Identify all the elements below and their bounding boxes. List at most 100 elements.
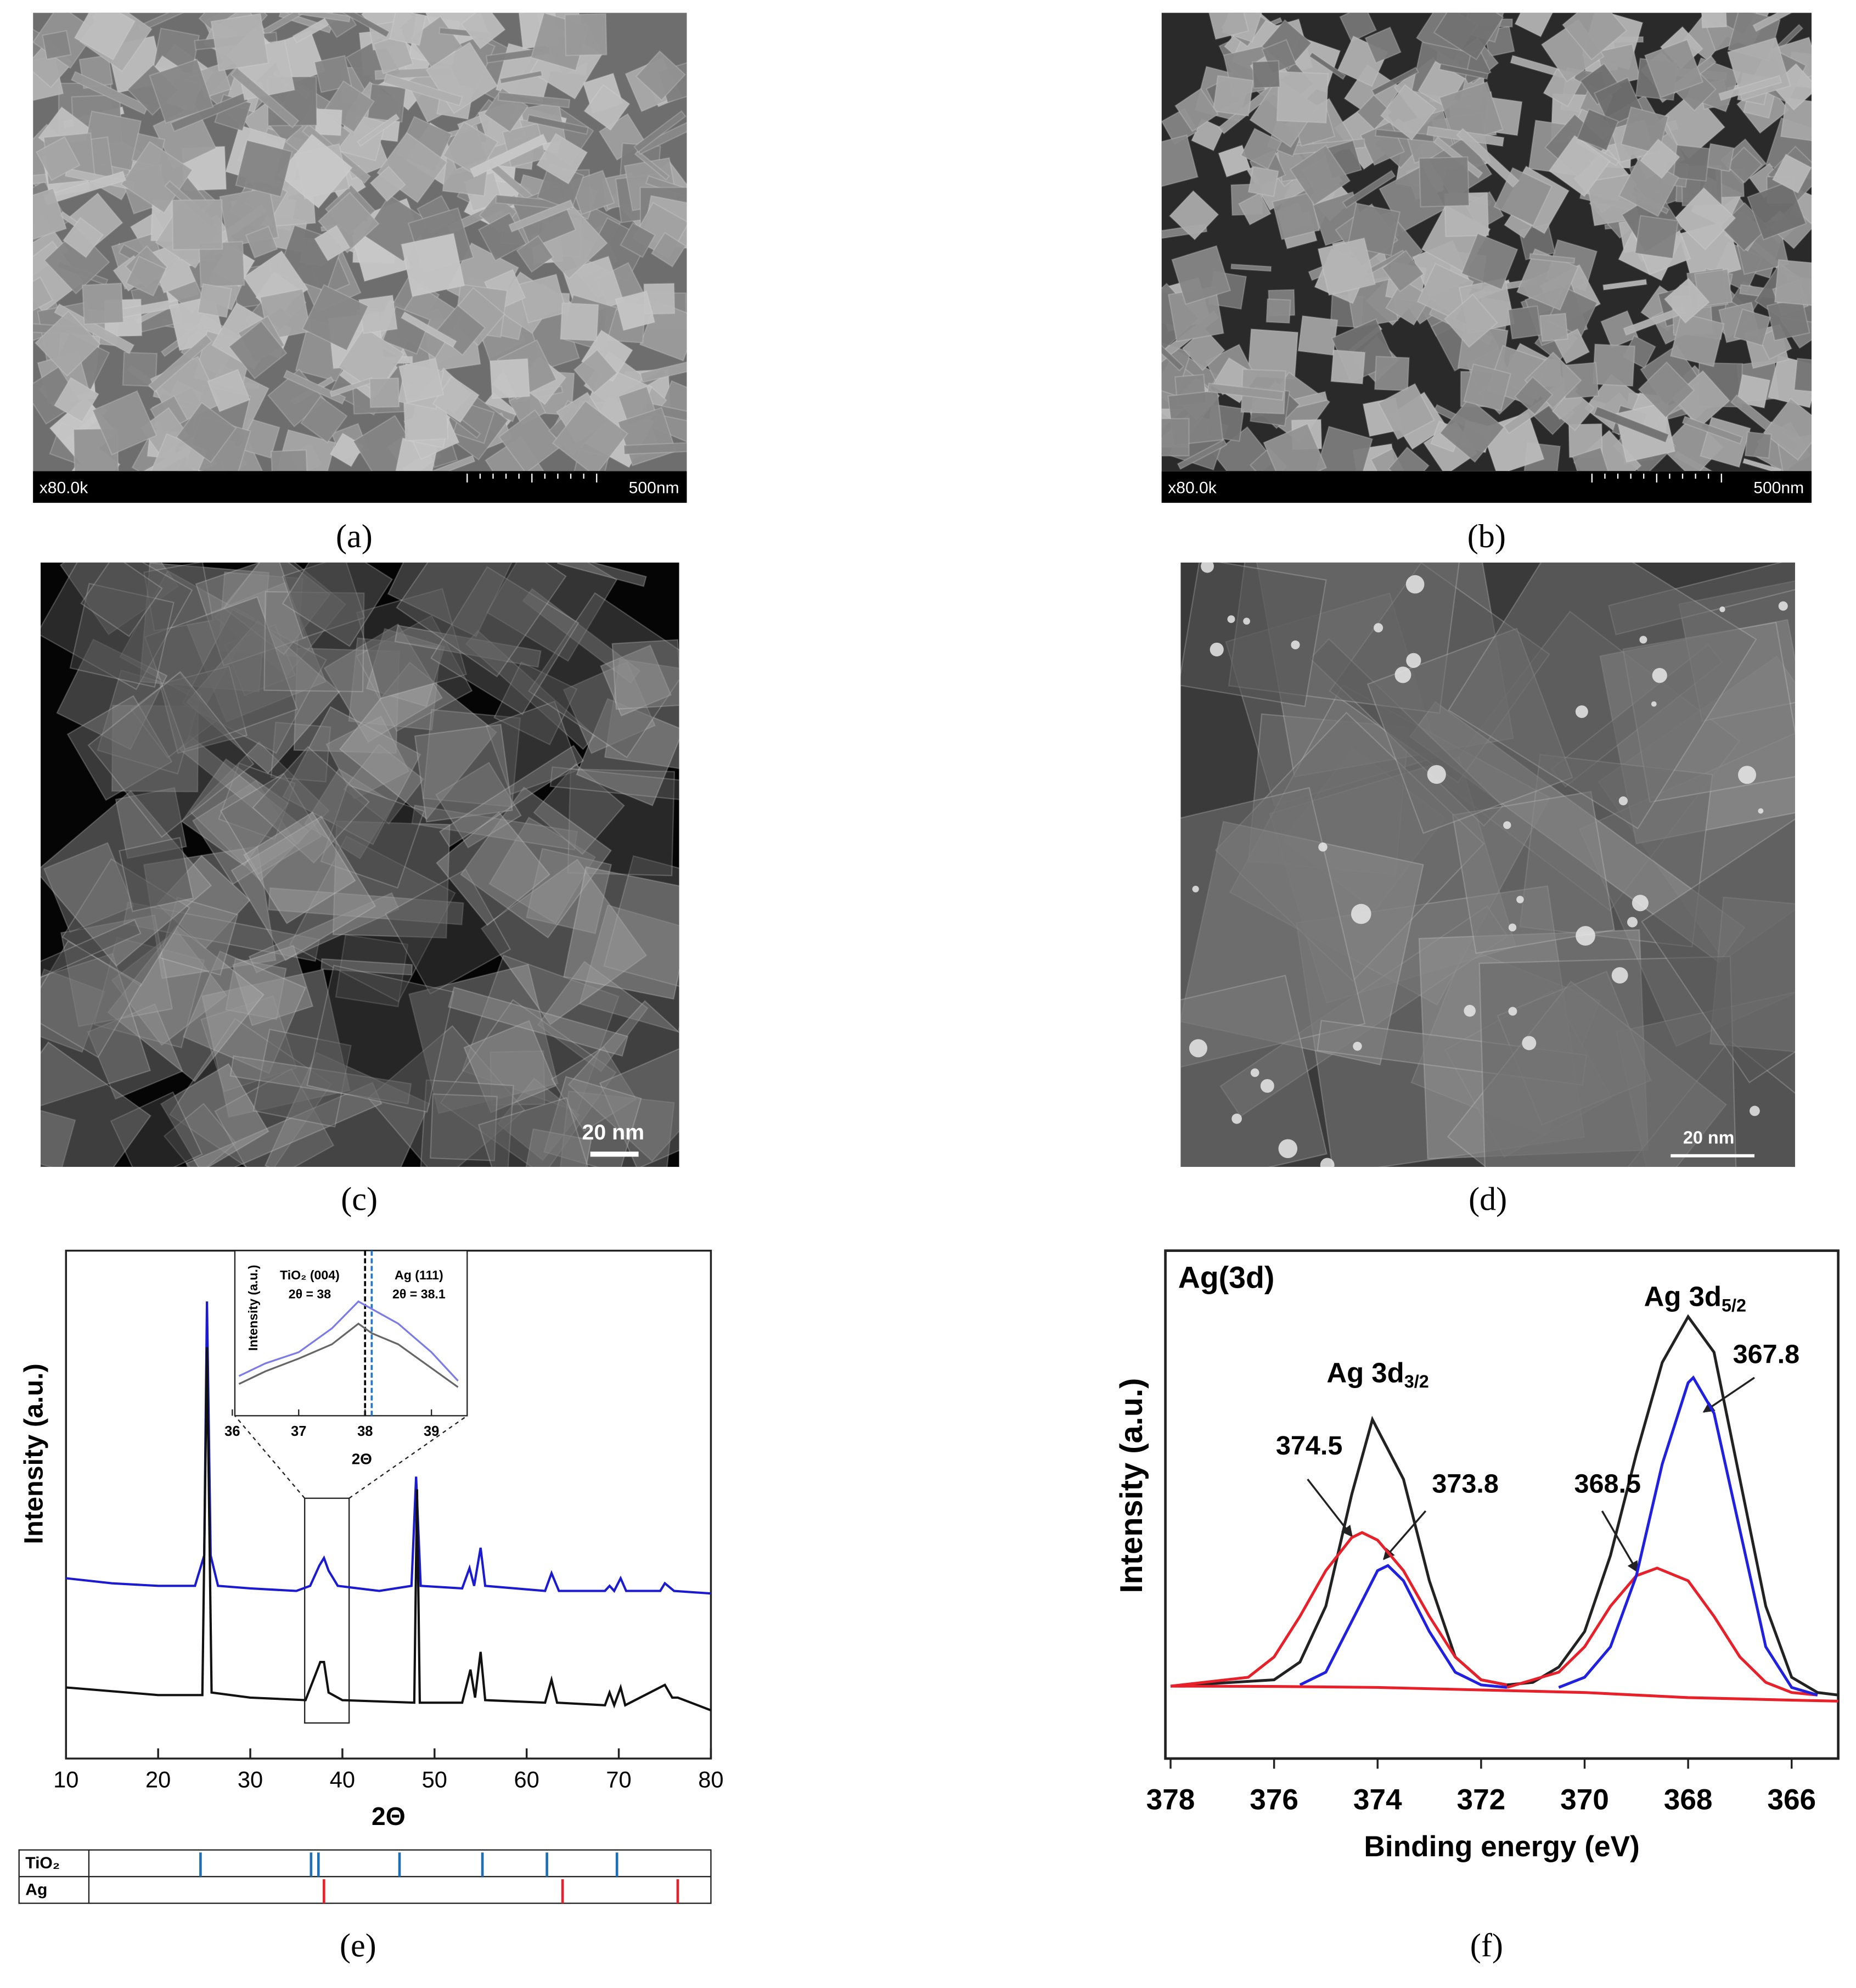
particle: [543, 1076, 642, 1167]
particle: [1161, 418, 1190, 457]
particle: [447, 986, 629, 1057]
particle: [93, 936, 205, 1048]
particle: [56, 638, 168, 750]
particle: [1380, 83, 1437, 141]
nanoparticle: [1291, 640, 1300, 649]
particle: [34, 310, 102, 377]
particle: [462, 954, 620, 1113]
nanoparticle: [1189, 1039, 1207, 1058]
particle: [252, 1029, 352, 1128]
scale-ticks: [466, 473, 1722, 483]
particle: [74, 13, 136, 61]
nanoparticle: [1427, 765, 1446, 784]
particle: [1593, 406, 1670, 443]
x-tick-label: 376: [1250, 1784, 1298, 1816]
particle: [1330, 349, 1366, 385]
particle: [230, 66, 300, 129]
caption: (b): [1467, 518, 1506, 555]
particle: [411, 804, 578, 851]
particle: [488, 816, 597, 924]
particle: [1388, 446, 1430, 471]
particle: [356, 113, 400, 147]
particle: [245, 226, 278, 259]
magnification: x80.0k: [40, 479, 89, 497]
particle: [1639, 138, 1680, 179]
particle: [563, 661, 656, 754]
annotation-subscript: 5/2: [1722, 1295, 1746, 1315]
particle: [1576, 108, 1619, 151]
annotation-text: Ag 3d: [1326, 1357, 1404, 1389]
particle: [218, 762, 296, 840]
micrograph-background: [41, 562, 679, 1167]
particle: [516, 235, 554, 273]
particle: [1742, 458, 1782, 471]
micrographs: [33, 13, 1812, 1167]
particle: [293, 647, 400, 754]
particle: [1561, 13, 1628, 61]
nanoparticle: [1632, 895, 1649, 912]
data-line: [66, 1347, 712, 1711]
particle: [1447, 562, 1757, 830]
nanoparticle: [1738, 766, 1757, 784]
particle: [1356, 94, 1392, 130]
particle: [438, 744, 584, 848]
particle: [1725, 146, 1763, 184]
particle: [1371, 66, 1420, 96]
particle: [263, 591, 365, 693]
particle: [1171, 245, 1231, 305]
particle: [60, 914, 173, 1027]
particle: [394, 625, 542, 668]
particle: [235, 139, 293, 198]
inset-annotation: 2θ = 38.1: [392, 1287, 446, 1301]
nanoparticle: [1374, 623, 1383, 633]
particle: [1638, 361, 1695, 419]
particle: [1161, 330, 1185, 372]
scale-label: 20 nm: [582, 1120, 644, 1144]
nanoparticle: [1320, 1158, 1335, 1167]
caption: (c): [341, 1181, 378, 1218]
particle: [1463, 363, 1511, 412]
particle: [111, 704, 199, 793]
scale-label: 20 nm: [1683, 1128, 1735, 1148]
particle: [110, 1091, 203, 1167]
particle: [372, 33, 414, 75]
particle: [115, 787, 187, 860]
x-tick-label: 370: [1560, 1784, 1609, 1816]
particle: [41, 952, 151, 1109]
nanoparticle: [1522, 1036, 1537, 1051]
chart-title: Ag(3d): [1178, 1260, 1275, 1294]
particle: [1461, 233, 1518, 290]
particle: [314, 108, 343, 136]
particle: [1763, 397, 1812, 461]
particle: [550, 1046, 637, 1132]
particle: [189, 741, 330, 882]
particle: [1529, 252, 1576, 264]
nanoparticle: [1278, 1139, 1298, 1159]
nanoparticle: [1758, 808, 1764, 814]
x-axis-label: 2Θ: [352, 1451, 372, 1468]
particle: [224, 624, 296, 697]
particle: [430, 1093, 498, 1161]
particle: [149, 58, 214, 124]
nanoparticle: [1260, 1079, 1274, 1093]
particle: [66, 695, 173, 801]
particle: [430, 566, 580, 715]
data-line: [1170, 1314, 1838, 1697]
particle: [1161, 134, 1199, 189]
particle: [197, 283, 233, 318]
particle: [300, 395, 348, 443]
particle: [306, 964, 455, 1113]
peak-label: 367.8: [1733, 1339, 1800, 1369]
particle: [1377, 383, 1435, 441]
particle: [480, 858, 648, 1026]
particle: [325, 715, 410, 800]
particle: [130, 672, 217, 759]
particle: [1418, 156, 1470, 207]
particle: [160, 1063, 269, 1167]
particle: [301, 284, 369, 351]
particle: [490, 1050, 545, 1106]
particle: [498, 409, 563, 471]
particle: [600, 644, 672, 717]
particle: [343, 743, 425, 825]
